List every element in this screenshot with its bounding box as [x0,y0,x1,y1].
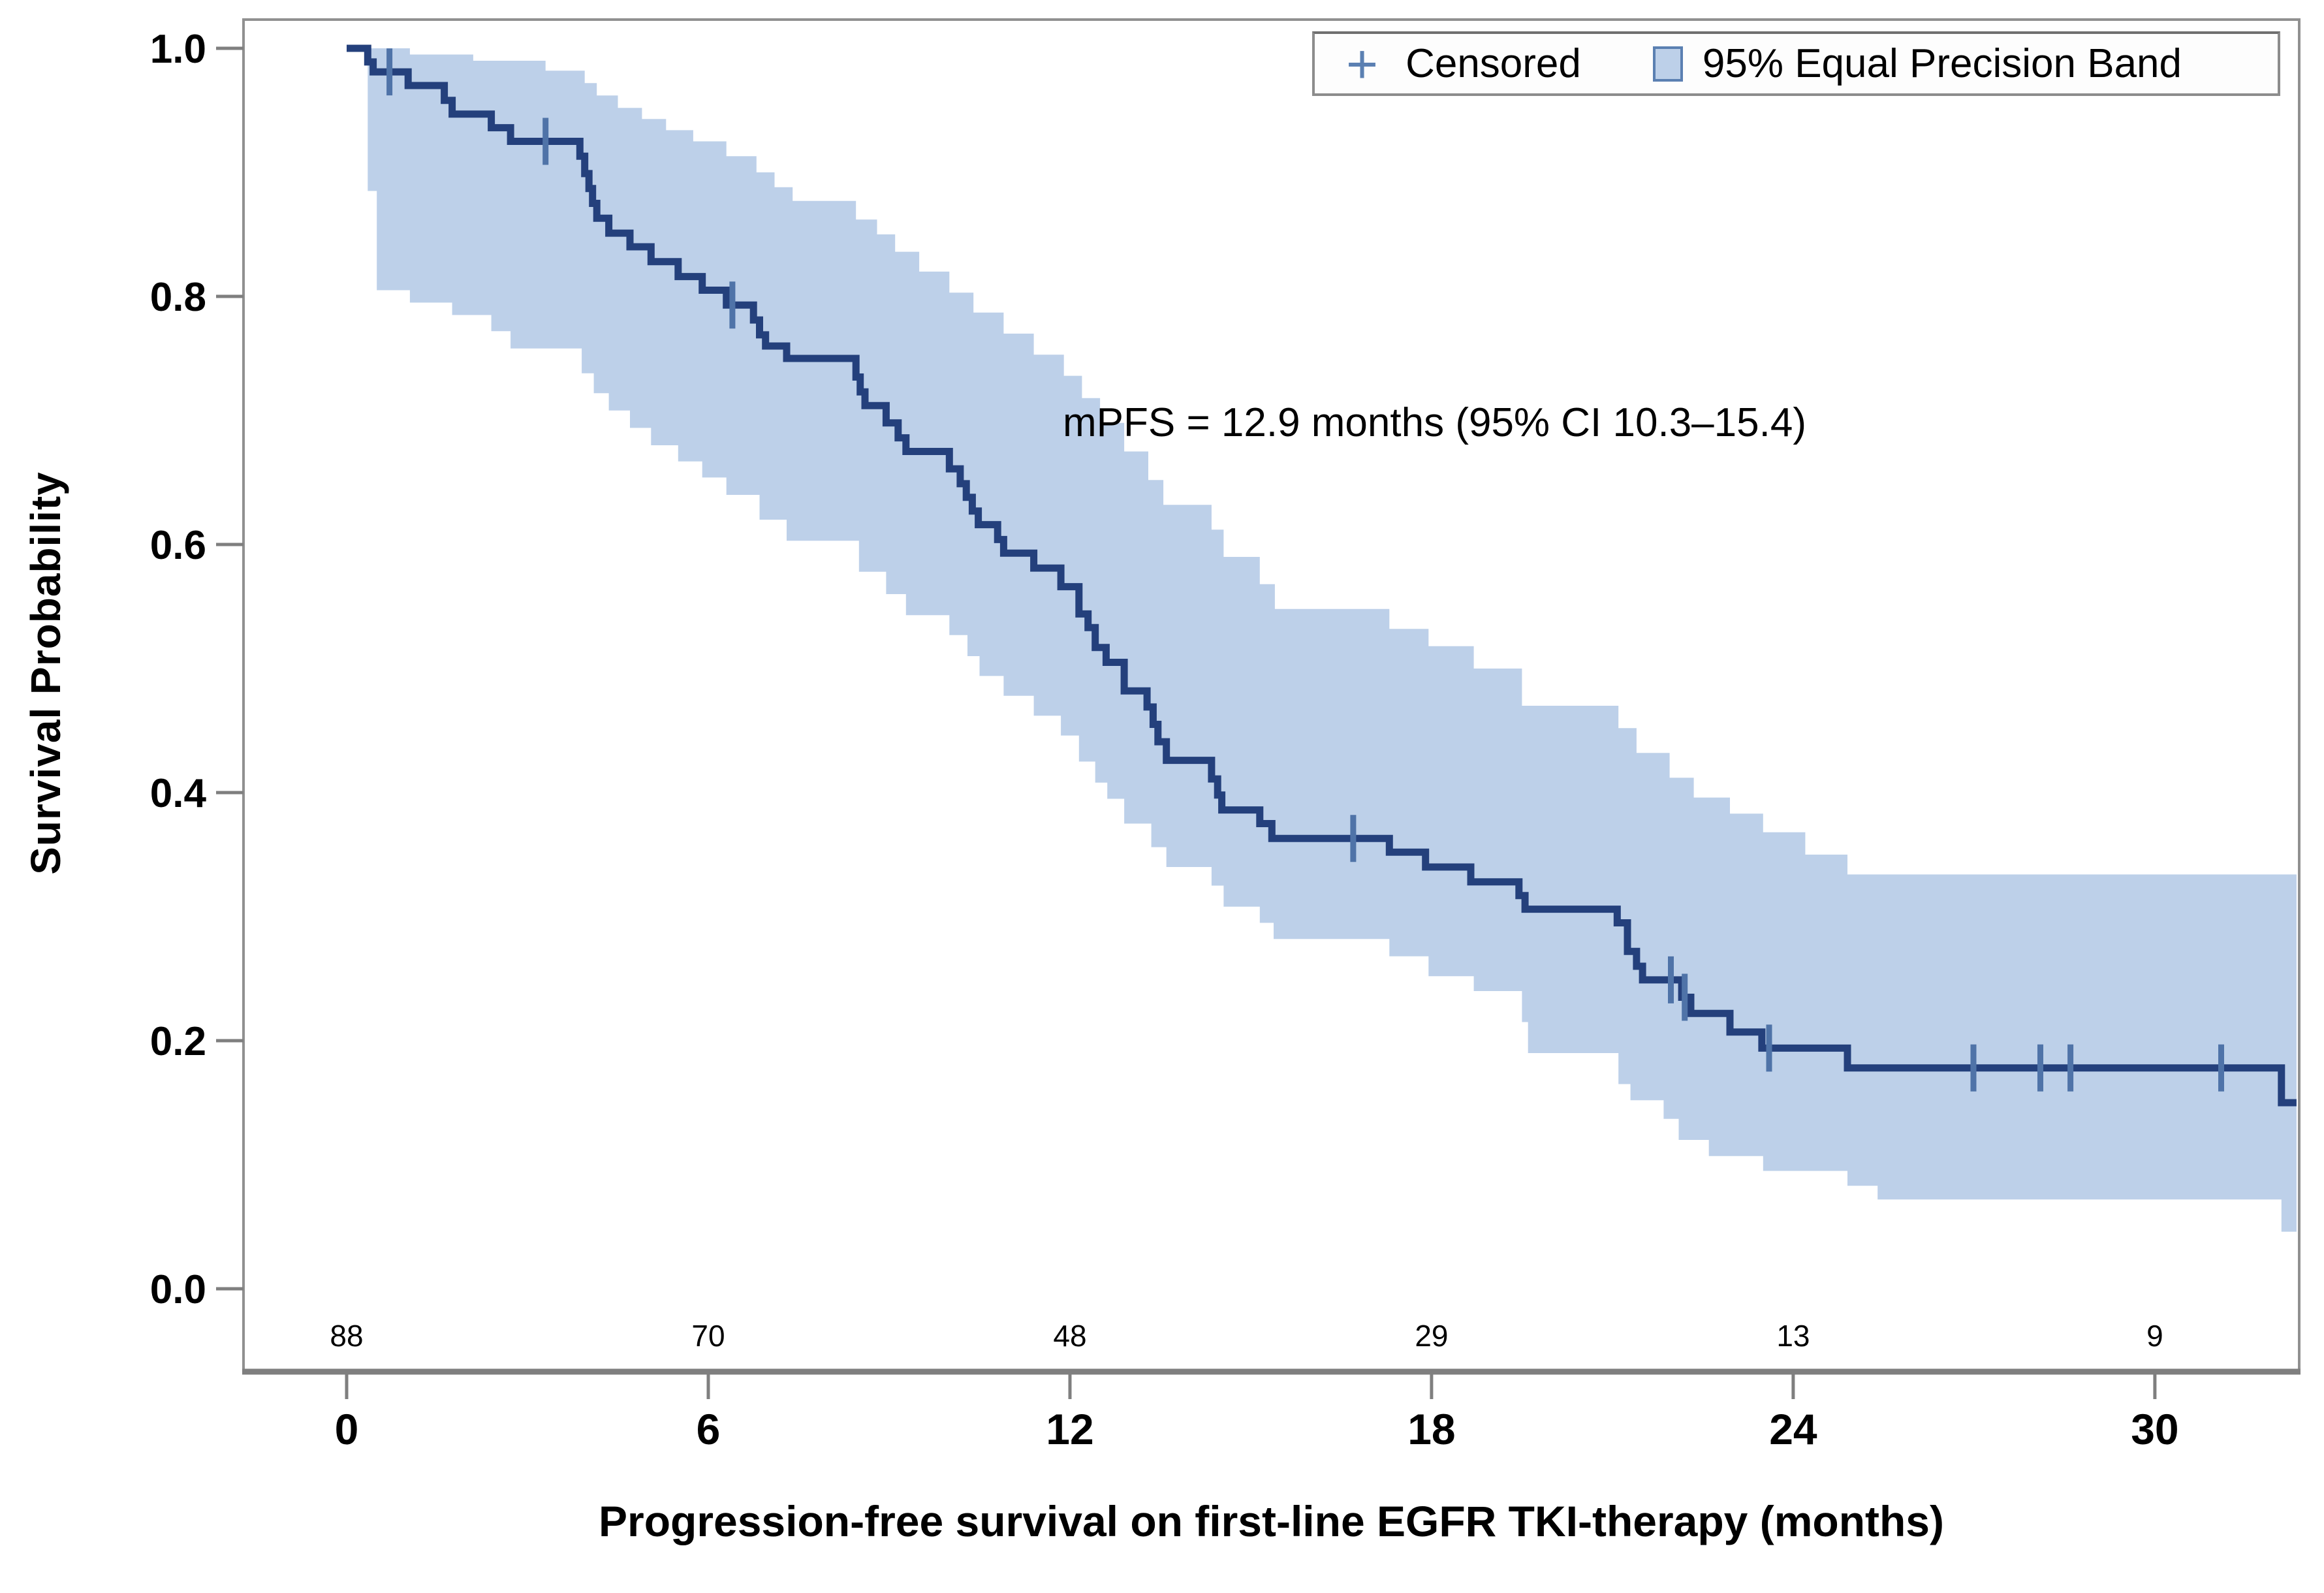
y-tick-label: 0.2 [150,1019,206,1064]
legend-band-label: 95% Equal Precision Band [1702,41,2182,86]
at-risk-count: 29 [1415,1319,1448,1353]
y-axis-title: Survival Probability [22,471,69,875]
at-risk-count: 9 [2146,1319,2163,1353]
annotation-mpfs: mPFS = 12.9 months (95% CI 10.3–15.4) [1063,400,1806,445]
censor-marks [386,48,2224,1092]
y-tick-label: 0.4 [150,771,207,816]
x-axis-ticks: 0 6 12 18 24 30 [335,1372,2179,1453]
x-axis-title: Progression-free survival on first-line … [599,1497,1944,1545]
legend: + Censored 95% Equal Precision Band [1312,31,2280,96]
at-risk-row: 88 70 48 29 13 9 [330,1319,2163,1353]
y-tick-label: 0.8 [150,275,206,320]
x-tick-label: 12 [1046,1405,1093,1453]
x-tick-label: 0 [335,1405,359,1453]
at-risk-count: 48 [1053,1319,1086,1353]
legend-censored-label: Censored [1405,41,1581,86]
x-tick-label: 18 [1407,1405,1455,1453]
y-tick-label: 0.0 [150,1267,206,1312]
x-tick-label: 30 [2131,1405,2178,1453]
at-risk-count: 88 [330,1319,363,1353]
x-tick-label: 6 [697,1405,721,1453]
at-risk-count: 13 [1776,1319,1810,1353]
y-tick-label: 0.6 [150,523,206,568]
y-axis-ticks: 0.0 0.2 0.4 0.6 0.8 1.0 [150,27,243,1312]
band-swatch-icon [1652,46,1683,82]
confidence-band-region [347,48,2297,1232]
at-risk-count: 70 [691,1319,725,1353]
y-tick-label: 1.0 [150,27,206,72]
km-survival-curve [347,44,2297,1107]
x-tick-label: 24 [1769,1405,1817,1453]
